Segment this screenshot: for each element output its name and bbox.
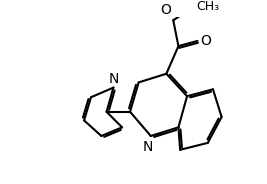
Text: N: N [143,140,153,154]
Text: N: N [109,72,119,86]
Text: O: O [161,3,171,17]
Text: CH₃: CH₃ [197,0,219,13]
Text: O: O [200,34,211,48]
